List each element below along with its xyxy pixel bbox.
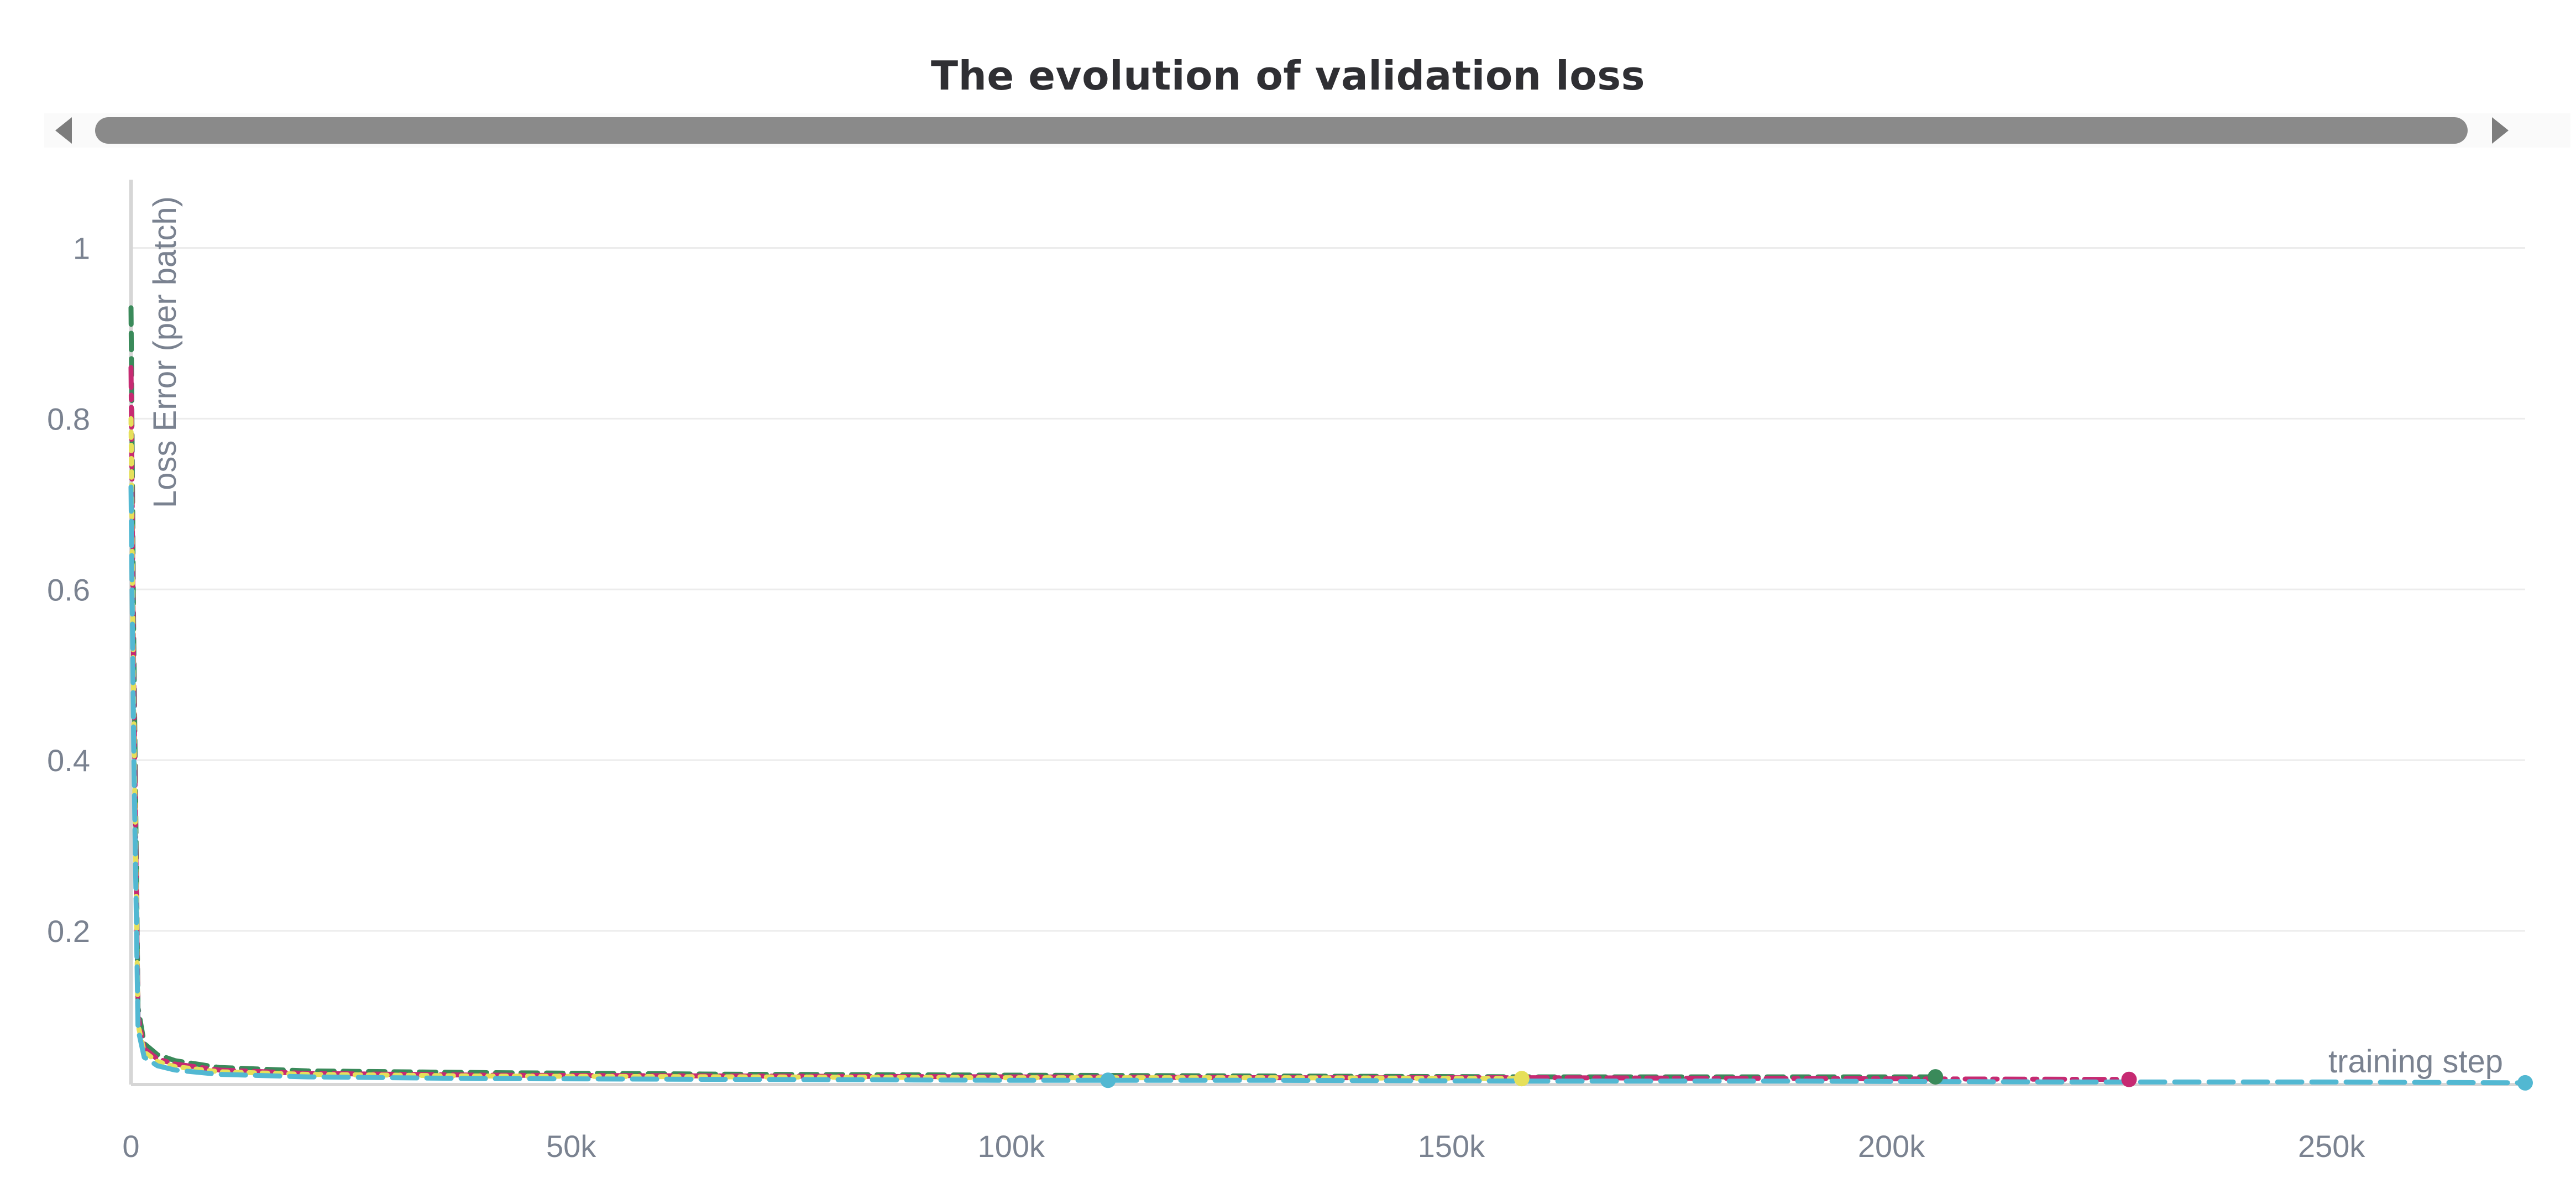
series-marker <box>2121 1071 2137 1087</box>
series-line-3 <box>128 416 1525 1081</box>
x-tick-label: 200k <box>1858 1129 1925 1164</box>
scroll-left-arrow-icon[interactable] <box>55 117 72 144</box>
series-marker <box>1514 1071 1530 1087</box>
scroll-right-arrow-icon[interactable] <box>2492 117 2509 144</box>
series-marker <box>1928 1069 1944 1085</box>
y-tick-labels: 0.2 0.4 0.6 0.8 1 <box>47 231 90 949</box>
series-marker <box>2517 1075 2533 1091</box>
chart-scrollbar-thumb[interactable] <box>95 117 2468 144</box>
x-tick-label: 150k <box>1418 1129 1485 1164</box>
y-tick-label: 0.8 <box>47 401 90 436</box>
series-marker <box>1100 1072 1116 1088</box>
gridlines <box>131 247 2525 932</box>
x-axis-label: training step <box>2328 1044 2503 1080</box>
y-tick-label: 1 <box>73 231 90 266</box>
series-end-markers <box>1100 1069 2533 1091</box>
x-tick-label: 250k <box>2298 1129 2365 1164</box>
series-lines <box>128 305 2528 1086</box>
y-tick-label: 0.2 <box>47 914 90 949</box>
y-axis-label: Loss Error (per batch) <box>147 196 183 508</box>
x-tick-labels: 0 50k 100k 150k 200k 250k <box>122 1129 2365 1164</box>
chart-title: The evolution of validation loss <box>931 53 1645 99</box>
series-line-1 <box>128 305 1938 1080</box>
y-tick-label: 0.4 <box>47 743 90 778</box>
x-tick-label: 0 <box>122 1129 139 1164</box>
x-tick-label: 50k <box>546 1129 596 1164</box>
x-tick-label: 100k <box>978 1129 1045 1164</box>
series-line-4 <box>128 484 2528 1086</box>
series-line-2 <box>128 365 2132 1082</box>
y-tick-label: 0.6 <box>47 572 90 607</box>
